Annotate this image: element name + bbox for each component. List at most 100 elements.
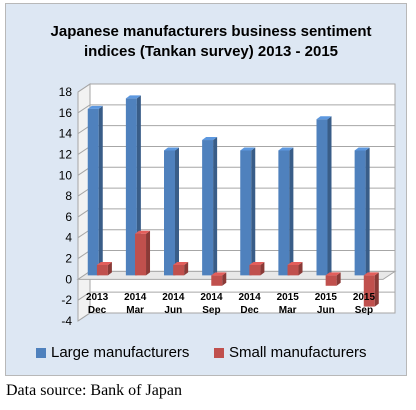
bar-small-manufacturers bbox=[173, 261, 189, 276]
x-tick-label: 2014 bbox=[124, 292, 147, 303]
y-tick-label: 10 bbox=[59, 168, 73, 182]
x-tick-label: 2015 bbox=[315, 292, 338, 303]
x-tick-label: Jun bbox=[317, 305, 335, 316]
bar-face bbox=[87, 108, 99, 276]
y-tick-label: -2 bbox=[61, 293, 72, 307]
bar-top bbox=[354, 147, 370, 151]
y-tick-label: -4 bbox=[61, 314, 72, 328]
plot-floor bbox=[76, 270, 397, 280]
x-tick-label: Sep bbox=[202, 305, 220, 316]
gridline bbox=[77, 83, 395, 93]
bar-small-manufacturers bbox=[211, 272, 227, 286]
bar-side bbox=[146, 230, 151, 276]
bar-face bbox=[240, 150, 252, 276]
bar-top bbox=[173, 261, 189, 265]
bar-face bbox=[164, 150, 175, 276]
legend-swatch-small bbox=[214, 347, 224, 358]
legend-label-small: Small manufacturers bbox=[229, 344, 367, 361]
bar-side bbox=[336, 272, 341, 286]
bar-small-manufacturers bbox=[363, 272, 379, 307]
bar-top bbox=[249, 261, 265, 265]
bar-face bbox=[363, 275, 375, 307]
bar-side bbox=[327, 116, 332, 276]
y-tick-label: 18 bbox=[59, 85, 73, 99]
bar-face bbox=[354, 150, 366, 276]
bar-top bbox=[96, 261, 112, 265]
bar-face bbox=[125, 98, 137, 276]
bar-side bbox=[222, 272, 227, 286]
legend-item-large: Large manufacturers bbox=[36, 344, 189, 361]
bar-top bbox=[211, 272, 227, 276]
bar-face bbox=[211, 275, 223, 286]
bar-face bbox=[202, 140, 214, 276]
bar-large-manufacturers bbox=[164, 147, 179, 276]
bar-face bbox=[96, 264, 108, 276]
bar-side bbox=[374, 272, 379, 307]
bar-top bbox=[87, 105, 103, 109]
bar-top bbox=[125, 95, 141, 99]
bar-large-manufacturers bbox=[125, 95, 141, 276]
bar-side bbox=[298, 261, 303, 276]
legend-label-large: Large manufacturers bbox=[51, 344, 190, 361]
bar-face bbox=[325, 275, 337, 286]
gridline bbox=[77, 312, 395, 322]
legend-swatch-large bbox=[36, 347, 46, 358]
x-tick-label: 2014 bbox=[200, 292, 223, 303]
x-tick-label: 2015 bbox=[353, 292, 376, 303]
chart-legend: Large manufacturers Small manufacturers bbox=[36, 344, 396, 366]
bar-large-manufacturers bbox=[278, 147, 294, 276]
x-tick-label: Jun bbox=[164, 305, 182, 316]
gridline bbox=[77, 291, 395, 301]
x-tick-label: 2015 bbox=[277, 292, 300, 303]
bar-small-manufacturers bbox=[287, 261, 303, 276]
y-tick-label: 12 bbox=[59, 147, 73, 161]
y-tick-label: 4 bbox=[65, 231, 72, 245]
bar-large-manufacturers bbox=[240, 147, 256, 276]
bar-top bbox=[278, 147, 294, 151]
y-tick-label: 14 bbox=[59, 127, 73, 141]
bar-top bbox=[164, 147, 179, 151]
bar-top bbox=[287, 261, 303, 265]
bar-large-manufacturers bbox=[87, 105, 103, 276]
y-tick-label: 8 bbox=[65, 189, 72, 203]
bar-face bbox=[278, 150, 290, 276]
gridline bbox=[77, 104, 395, 114]
bar-face bbox=[173, 264, 185, 276]
bar-top bbox=[325, 272, 341, 276]
bar-side bbox=[184, 261, 189, 276]
bar-face bbox=[135, 233, 147, 276]
x-tick-label: Sep bbox=[355, 305, 373, 316]
bar-side bbox=[260, 261, 265, 276]
y-tick-label: 6 bbox=[65, 210, 72, 224]
bar-side bbox=[98, 105, 103, 276]
bar-side bbox=[175, 147, 179, 276]
source-note: Data source: Bank of Japan bbox=[6, 382, 182, 399]
x-tick-label: 2014 bbox=[162, 292, 185, 303]
bar-face bbox=[249, 264, 261, 276]
bar-face bbox=[287, 264, 299, 276]
bar-side bbox=[365, 147, 370, 276]
x-tick-label: 2014 bbox=[238, 292, 261, 303]
bar-top bbox=[135, 230, 151, 234]
bar-small-manufacturers bbox=[96, 261, 112, 276]
bar-side bbox=[136, 95, 141, 276]
bar-small-manufacturers bbox=[249, 261, 265, 276]
bar-large-manufacturers bbox=[316, 116, 332, 276]
bar-side bbox=[251, 147, 256, 276]
chart-title: Japanese manufacturers business sentimen… bbox=[50, 23, 372, 60]
y-tick-label: 2 bbox=[65, 252, 72, 266]
bar-side bbox=[289, 147, 294, 276]
legend-item-small: Small manufacturers bbox=[214, 344, 367, 361]
x-tick-label: Mar bbox=[279, 305, 297, 316]
bar-face bbox=[316, 119, 328, 276]
bar-top bbox=[202, 137, 218, 141]
bar-side bbox=[213, 137, 218, 276]
bar-large-manufacturers bbox=[354, 147, 370, 276]
x-tick-label: 2013 bbox=[86, 292, 109, 303]
bar-large-manufacturers bbox=[202, 137, 218, 276]
bar-top bbox=[240, 147, 256, 151]
x-tick-label: Dec bbox=[88, 305, 107, 316]
bar-top bbox=[316, 116, 332, 120]
bar-top bbox=[363, 272, 379, 276]
